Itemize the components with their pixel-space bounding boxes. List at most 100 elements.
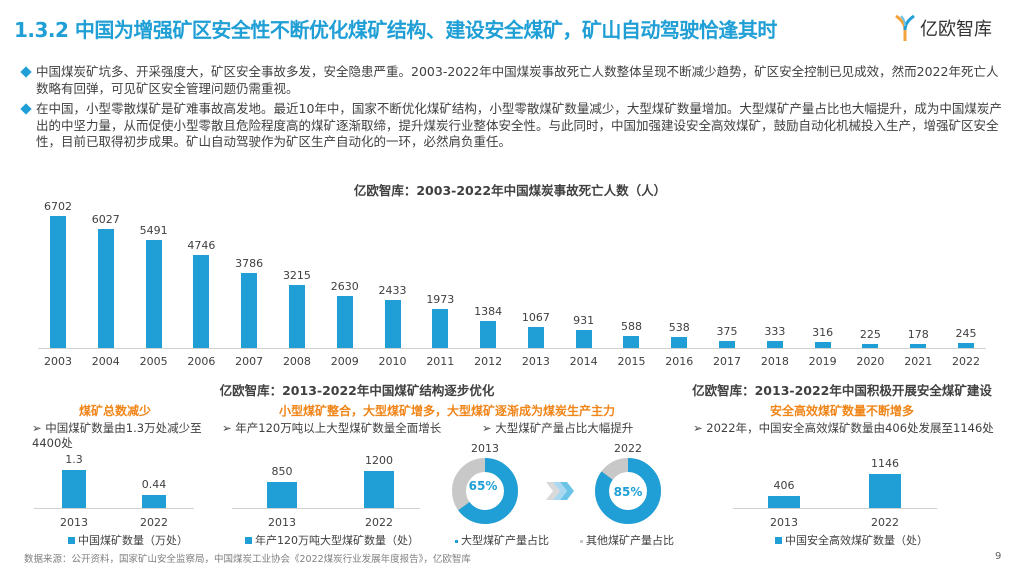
x-tick-2019: 2019 xyxy=(808,355,837,368)
data-label-2011: 1973 xyxy=(426,293,455,307)
x-tick-2017: 2017 xyxy=(713,355,742,368)
page-title: 1.3.2 中国为增强矿区安全性不断优化煤矿结构、建设安全煤矿，矿山自动驾驶恰逢… xyxy=(14,18,777,42)
note-safe: ➢ 2022年，中国安全高效煤矿数量由406处发展至1146处 xyxy=(693,421,994,435)
small-axis-line xyxy=(232,508,420,509)
data-label-2021: 178 xyxy=(907,328,929,342)
data-label-2009: 2630 xyxy=(330,280,359,294)
bar-2013 xyxy=(768,496,800,508)
small-axis-line xyxy=(34,508,194,509)
data-label-2013: 1067 xyxy=(521,310,550,324)
x-tick-2007: 2007 xyxy=(235,355,264,368)
data-label-2004: 6027 xyxy=(91,213,120,227)
bar-2006 xyxy=(193,254,210,348)
legend-swatch xyxy=(245,537,252,544)
x-tick-2022: 2022 xyxy=(871,516,899,529)
bar-2003 xyxy=(50,216,66,348)
data-label-2020: 225 xyxy=(859,327,881,341)
bar-2013 xyxy=(527,326,544,348)
data-label-2010: 2433 xyxy=(378,284,407,298)
data-label-2012: 1384 xyxy=(474,304,503,318)
bar-2008 xyxy=(288,284,305,348)
legend-text: 大型煤矿产量占比 xyxy=(461,534,549,547)
x-tick-2020: 2020 xyxy=(856,355,885,368)
data-label-2014: 931 xyxy=(573,313,595,327)
note-text: 2022年，中国安全高效煤矿数量由406处发展至1146处 xyxy=(706,421,994,435)
data-label-2007: 3786 xyxy=(235,257,264,271)
note-total: ➢ 中国煤矿数量由1.3万处减少至4400处 xyxy=(32,421,202,450)
x-tick-2009: 2009 xyxy=(330,355,359,368)
legend-text: 年产120万吨大型煤矿数量（处） xyxy=(255,534,419,547)
bullet-text: 中国煤炭矿坑多、开采强度大，矿区安全事故多发，安全隐患严重。2003-2022年… xyxy=(36,64,999,96)
bar-2022 xyxy=(958,343,974,348)
donut-label-2022: 85% xyxy=(613,485,643,499)
page-number: 9 xyxy=(995,551,1002,562)
data-label-2006: 4746 xyxy=(187,238,216,252)
data-label-2008: 3215 xyxy=(282,268,311,282)
legend-text: 中国安全高效煤矿数量（处） xyxy=(785,534,928,547)
data-label-2013: 850 xyxy=(271,465,293,478)
bar-2011 xyxy=(432,309,449,348)
data-label-2013: 1.3 xyxy=(65,453,83,466)
bar-2009 xyxy=(336,296,353,348)
bar-2020 xyxy=(862,343,879,348)
x-tick-2005: 2005 xyxy=(139,355,168,368)
data-label-2005: 5491 xyxy=(139,223,168,237)
bar-2007 xyxy=(241,273,258,348)
data-label-2019: 316 xyxy=(812,325,834,339)
x-tick-2013: 2013 xyxy=(268,516,296,529)
bar-2017 xyxy=(719,340,736,348)
x-tick-2013: 2013 xyxy=(521,355,550,368)
legend-swatch xyxy=(68,537,75,544)
x-tick-2021: 2021 xyxy=(904,355,933,368)
note-text: 年产120万吨以上大型煤矿数量全面增长 xyxy=(235,421,442,435)
bullet-1: 中国煤炭矿坑多、开采强度大，矿区安全事故多发，安全隐患严重。2003-2022年… xyxy=(20,64,1010,97)
data-source: 数据来源：公开资料，国家矿山安全监察局，中国煤炭工业协会《2022煤炭行业发展年… xyxy=(24,554,471,565)
logo: 亿欧智库 xyxy=(894,14,992,42)
bullet-text: 在中国，小型零散煤矿是矿难事故高发地。最近10年中，国家不断优化煤矿结构，小型零… xyxy=(36,101,1002,149)
note-share: ➢ 大型煤矿产量占比大幅提升 xyxy=(482,421,634,435)
subtitle-total: 煤矿总数减少 xyxy=(78,404,152,418)
subtitle-safe: 安全高效煤矿数量不断增多 xyxy=(769,404,915,418)
data-label-2022: 1200 xyxy=(365,454,393,467)
section-title-structure: 亿欧智库：2013-2022年中国煤矿结构逐步优化 xyxy=(219,383,495,398)
logo-icon xyxy=(895,14,915,41)
subtitle-large: 小型煤矿整合，大型煤矿增多，大型煤矿逐渐成为煤炭生产主力 xyxy=(278,404,616,418)
x-tick-2011: 2011 xyxy=(426,355,455,368)
data-label-2017: 375 xyxy=(716,324,738,338)
bar-2013 xyxy=(62,470,86,508)
legend-other-share: 其他煤矿产量占比 xyxy=(580,532,674,548)
x-tick-2022: 2022 xyxy=(952,355,980,368)
x-tick-2003: 2003 xyxy=(44,355,72,368)
donut-label-2013: 65% xyxy=(468,479,498,493)
bar-2022 xyxy=(364,471,394,508)
x-tick-2018: 2018 xyxy=(760,355,789,368)
x-tick-2006: 2006 xyxy=(187,355,216,368)
legend-swatch xyxy=(775,537,782,544)
bar-2013 xyxy=(267,482,297,508)
bar-2021 xyxy=(910,344,927,348)
note-large: ➢ 年产120万吨以上大型煤矿数量全面增长 xyxy=(222,421,442,435)
x-tick-2014: 2014 xyxy=(569,355,598,368)
chevron-arrows-icon xyxy=(546,482,574,500)
donut-year-2013: 2013 xyxy=(471,442,499,455)
data-label-2018: 333 xyxy=(764,325,786,339)
donut-large-2022 xyxy=(595,458,661,524)
data-label-2022: 1146 xyxy=(871,457,899,470)
legend-text: 中国煤矿数量（万处） xyxy=(78,534,188,547)
bar-2015 xyxy=(623,336,640,348)
x-tick-2022: 2022 xyxy=(140,516,168,529)
data-label-2003: 6702 xyxy=(44,200,72,213)
legend: 中国安全高效煤矿数量（处） xyxy=(775,532,928,548)
data-label-2015: 588 xyxy=(620,320,642,334)
x-tick-2022: 2022 xyxy=(365,516,393,529)
donut-charts xyxy=(452,458,661,524)
note-text: 中国煤矿数量由1.3万处减少至4400处 xyxy=(32,421,202,450)
bar-2016 xyxy=(671,337,688,348)
legend-large-share: 大型煤矿产量占比 xyxy=(455,532,549,548)
data-label-2022: 245 xyxy=(955,327,977,341)
bar-2022 xyxy=(869,474,901,508)
x-tick-2010: 2010 xyxy=(378,355,407,368)
bar-2010 xyxy=(384,300,401,348)
x-tick-2004: 2004 xyxy=(91,355,120,368)
